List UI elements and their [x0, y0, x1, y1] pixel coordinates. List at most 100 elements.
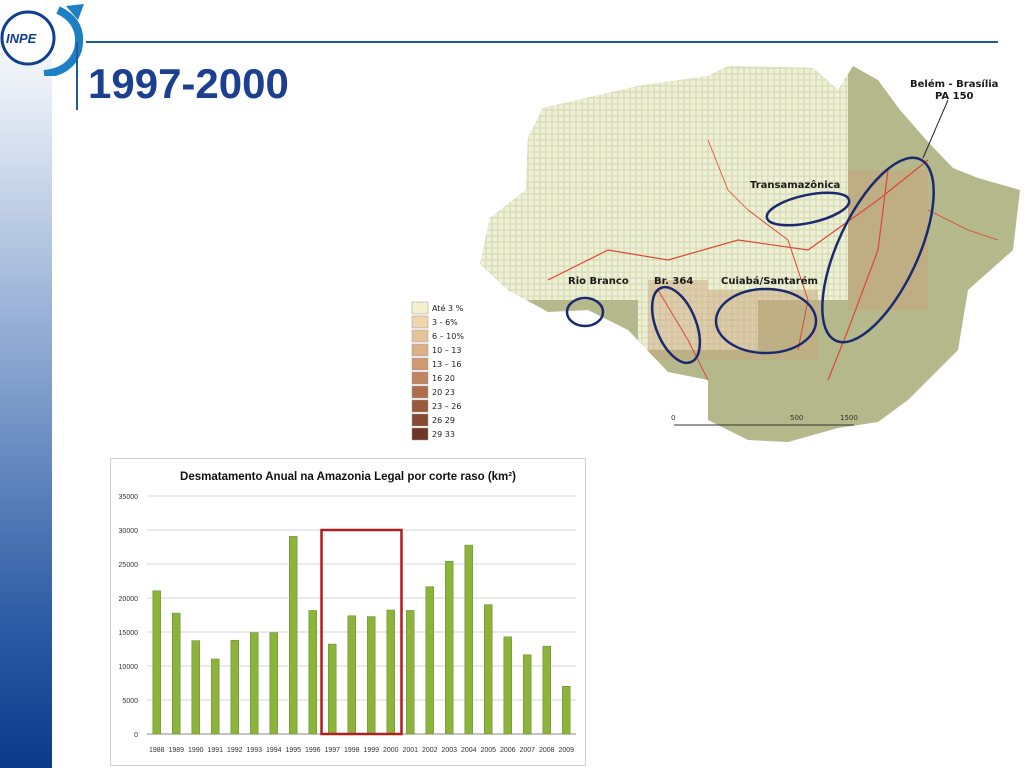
scale-label-1500: 1500	[840, 414, 858, 422]
inpe-logo: INPE	[0, 4, 84, 76]
map-ellipses	[565, 156, 935, 365]
legend-label: 29 33	[432, 430, 455, 439]
bar-1991	[211, 658, 220, 735]
x-tick-label: 2007	[519, 747, 535, 754]
map-land	[480, 66, 1020, 442]
x-tick-label: 1996	[305, 747, 321, 754]
map-label-transamazonica: Transamazônica	[750, 179, 840, 191]
legend-swatch	[411, 371, 429, 385]
bar-2005	[484, 604, 493, 735]
legend-label: 13 – 16	[432, 360, 461, 369]
bar-2007	[523, 654, 532, 735]
logo-text: INPE	[6, 31, 37, 46]
legend-label: 23 – 26	[432, 402, 461, 411]
bar-2000	[386, 609, 395, 735]
header-rule	[86, 41, 998, 43]
x-tick-label: 2006	[500, 747, 516, 754]
y-tick-label: 5000	[122, 698, 138, 705]
x-tick-label: 1995	[285, 747, 301, 754]
map-label-rio-branco: Rio Branco	[568, 276, 629, 287]
bar-1994	[269, 632, 278, 735]
chart-x-ticks: 1988 1989 1990 1991 1992 1993 1994 1995 1996 1997…	[149, 747, 574, 754]
x-tick-label: 1988	[149, 747, 165, 754]
scale-label-500: 500	[790, 414, 803, 422]
y-tick-label: 20000	[119, 596, 139, 603]
map-label-belem: Belém - Brasília	[910, 78, 998, 90]
legend-label: 20 23	[432, 388, 455, 397]
legend-swatch	[411, 385, 429, 399]
legend-swatch	[411, 343, 429, 357]
bar-2002	[425, 586, 434, 735]
y-tick-label: 25000	[119, 562, 139, 569]
y-tick-label: 30000	[119, 528, 139, 535]
amazon-deforestation-map: Belém - Brasília PA 150 Transamazônica R…	[411, 66, 1020, 442]
y-tick-label: 35000	[119, 494, 139, 501]
legend-label: 6 – 10%	[432, 332, 464, 341]
left-gradient-band	[0, 0, 52, 768]
x-tick-label: 2002	[422, 747, 438, 754]
legend-label: 3 - 6%	[432, 318, 458, 327]
y-tick-label: 15000	[119, 630, 139, 637]
bar-2006	[503, 636, 512, 735]
slide-title: 1997-2000	[88, 60, 289, 107]
x-tick-label: 1997	[324, 747, 340, 754]
map-scale: 0 500 1500	[671, 414, 858, 426]
highlight-box-1997-2000	[320, 528, 403, 736]
x-tick-label: 1990	[188, 747, 204, 754]
chart-bars	[152, 536, 571, 735]
chart-y-ticks: 0 5000 10000 15000 20000 25000 30000 35000	[119, 494, 139, 739]
y-tick-label: 0	[134, 732, 138, 739]
ellipse-br364	[650, 285, 702, 365]
deforestation-chart: Desmatamento Anual na Amazonia Legal por…	[110, 458, 586, 766]
x-tick-label: 2003	[441, 747, 457, 754]
legend-swatch	[411, 399, 429, 413]
ellipse-transamazonica	[765, 191, 851, 227]
legend-swatch	[411, 357, 429, 371]
legend-swatch	[411, 413, 429, 427]
bar-1990	[191, 640, 200, 735]
bar-2008	[542, 645, 551, 735]
bar-2009	[562, 686, 571, 735]
header-vertical-rule	[76, 42, 78, 110]
legend-swatch	[411, 301, 429, 315]
map-legend: Até 3 % 3 - 6% 6 – 10% 10 – 13 13 – 16 16 20 2…	[411, 301, 464, 441]
x-tick-label: 2009	[558, 747, 574, 754]
map-label-cuiaba: Cuiabá/Santarém	[721, 275, 818, 287]
bar-1999	[367, 616, 376, 735]
x-tick-label: 2001	[402, 747, 418, 754]
x-tick-label: 1993	[246, 747, 262, 754]
legend-label: 26 29	[432, 416, 455, 425]
map-label-pa150: PA 150	[935, 91, 974, 102]
bar-2003	[445, 561, 454, 735]
ellipse-cuiaba-santarem	[714, 287, 818, 355]
bar-1995	[289, 536, 298, 735]
map-label-br364: Br. 364	[654, 276, 693, 287]
y-tick-label: 10000	[119, 664, 139, 671]
bar-1988	[152, 590, 161, 735]
bar-1992	[230, 639, 239, 735]
x-tick-label: 1999	[363, 747, 379, 754]
bar-1998	[347, 615, 356, 735]
legend-swatch	[411, 315, 429, 329]
chart-plot: Desmatamento Anual na Amazonia Legal por…	[119, 471, 576, 754]
x-tick-label: 1994	[266, 747, 282, 754]
bar-1997	[328, 643, 337, 735]
ellipse-rio-branco	[565, 296, 605, 328]
x-tick-label: 2000	[383, 747, 399, 754]
legend-label: 16 20	[432, 374, 455, 383]
x-tick-label: 2008	[539, 747, 555, 754]
bar-1993	[250, 632, 259, 735]
ellipse-belem-brasilia	[821, 156, 935, 344]
x-tick-label: 1992	[227, 747, 243, 754]
legend-label: 10 – 13	[432, 346, 461, 355]
bar-2004	[464, 544, 473, 735]
bar-1989	[172, 612, 181, 735]
x-tick-label: 2005	[480, 747, 496, 754]
belem-pointer	[922, 99, 949, 159]
chart-title: Desmatamento Anual na Amazonia Legal por…	[180, 471, 516, 483]
scale-label-0: 0	[671, 414, 675, 422]
bar-2001	[406, 610, 415, 735]
x-tick-label: 1989	[168, 747, 184, 754]
x-tick-label: 1991	[207, 747, 223, 754]
x-tick-label: 2004	[461, 747, 477, 754]
